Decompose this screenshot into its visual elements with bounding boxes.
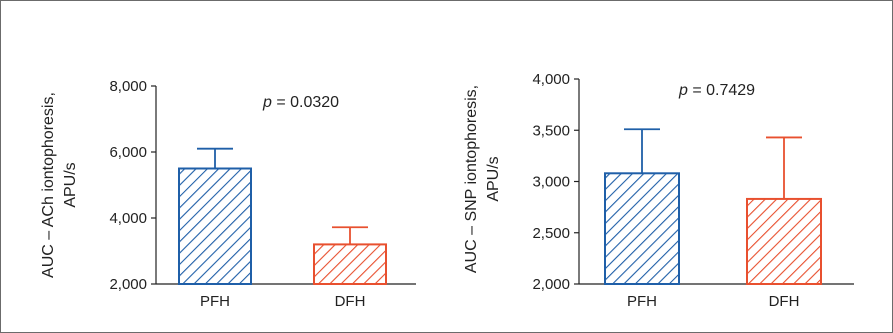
y-axis-label-line1: AUC – ACh iontophoresis, (40, 92, 57, 278)
y-axis-label-line1: AUC – SNP iontophoresis, (463, 85, 480, 273)
bar-pfh (604, 172, 680, 285)
bar-dfh (746, 197, 822, 285)
y-tick-label: 2,000 (532, 276, 570, 293)
chart-panel-2: 2,000 2,500 3,000 3,500 4,000 PFH DFH p = 0.742… (463, 71, 854, 310)
chart-panel-1: 2,000 4,000 6,000 8,000 PFH DFH p = 0.0320 AUC … (40, 78, 416, 310)
y-axis-label-line2: APU/s (485, 156, 502, 201)
x-tick-label: PFH (200, 293, 230, 310)
bar-dfh (313, 243, 387, 285)
p-symbol: p (678, 82, 688, 99)
y-tick-label: 3,000 (532, 174, 570, 191)
y-tick-label: 4,000 (109, 210, 147, 227)
x-tick-label: DFH (335, 293, 366, 310)
x-tick-label: DFH (769, 293, 800, 310)
y-tick-label: 2,500 (532, 225, 570, 242)
p-value-annotation: p = 0.0320 (262, 94, 339, 111)
p-symbol: p (262, 94, 272, 111)
p-value-annotation: p = 0.7429 (678, 82, 755, 99)
p-value: = 0.7429 (688, 82, 755, 99)
bar-pfh (178, 167, 252, 285)
y-tick-label: 6,000 (109, 144, 147, 161)
y-tick-label: 4,000 (532, 71, 570, 88)
y-tick-label: 8,000 (109, 78, 147, 95)
y-tick-label: 2,000 (109, 276, 147, 293)
p-value: = 0.0320 (272, 94, 339, 111)
y-tick-label: 3,500 (532, 122, 570, 139)
y-axis-label-line2: APU/s (62, 162, 79, 207)
x-tick-label: PFH (627, 293, 657, 310)
